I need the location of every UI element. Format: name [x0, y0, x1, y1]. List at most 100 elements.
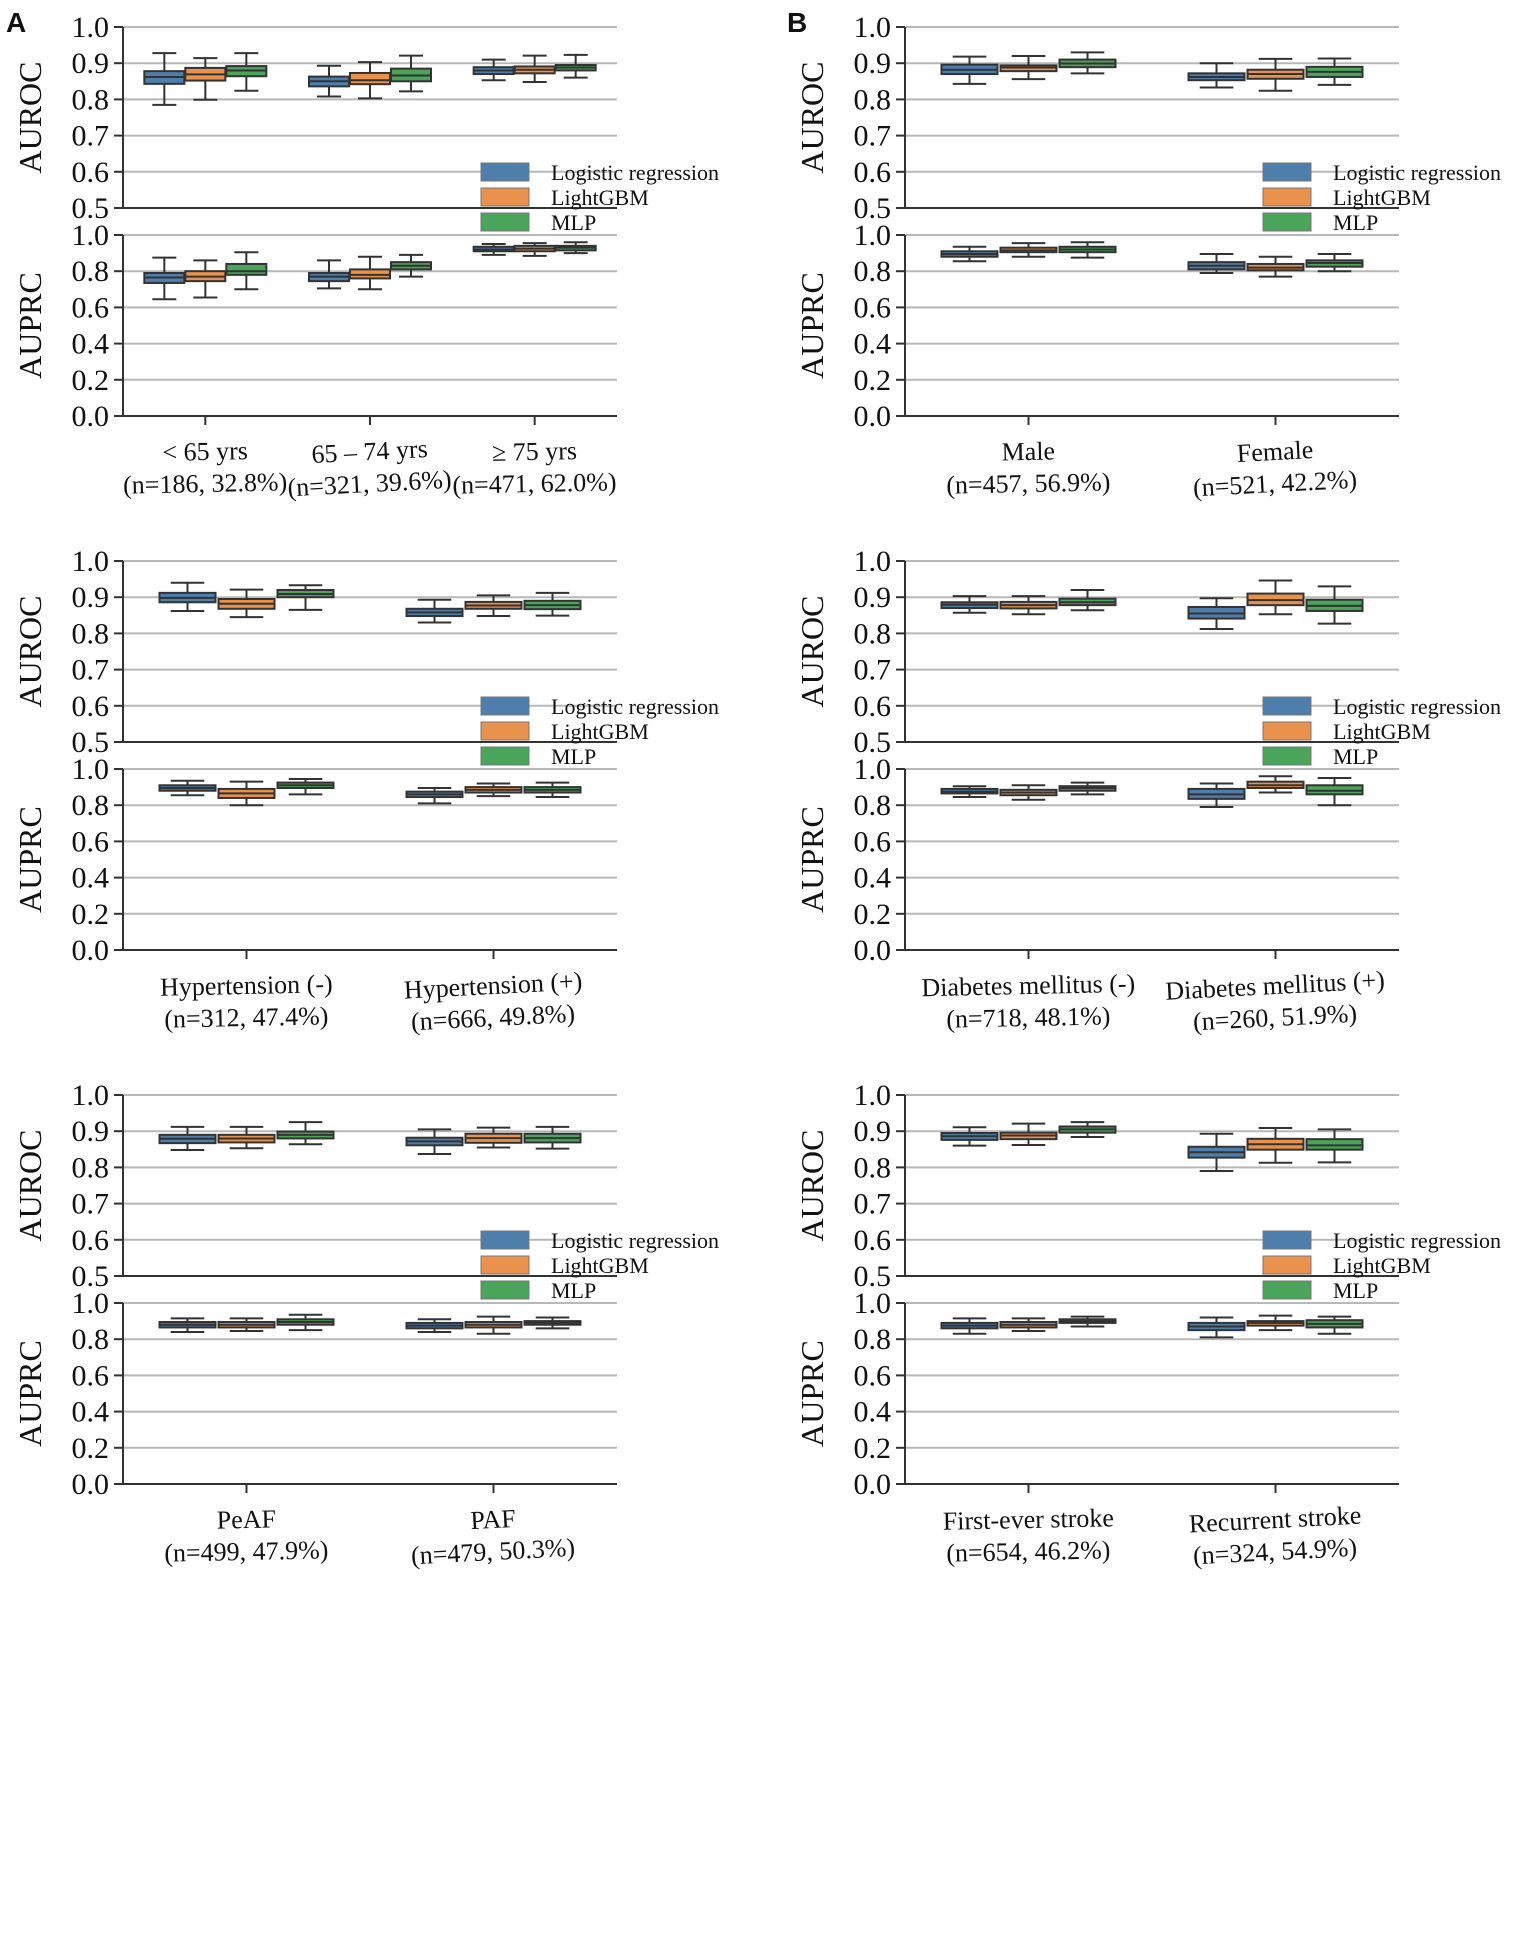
auprc-box-lightgbm [1246, 775, 1305, 794]
auprc-tick-label: 1.0 [854, 1287, 892, 1320]
auroc-ylabel: AUROC [12, 595, 48, 707]
auprc-box-lightgbm [513, 242, 556, 257]
auroc-box-logistic-regression [1187, 597, 1246, 631]
auprc-box-lightgbm [1246, 1314, 1305, 1332]
legend-swatch [480, 1280, 530, 1300]
auroc-box-lightgbm [513, 54, 556, 84]
auprc-box-mlp [523, 1316, 582, 1330]
auprc-tick-label: 0.6 [72, 291, 110, 324]
auroc-box-logistic-regression [405, 1128, 464, 1156]
auprc-ylabel: AUPRC [794, 1340, 830, 1447]
auprc-tick-label: 0.4 [72, 1396, 110, 1429]
legend-swatch [1262, 1255, 1312, 1275]
auprc-tick-label: 1.0 [72, 753, 110, 786]
auroc-ylabel: AUROC [794, 595, 830, 707]
auprc-tick-label: 0.8 [854, 789, 892, 822]
panel-label-a: A [6, 7, 26, 38]
auprc-box-logistic-regression [158, 779, 217, 797]
auroc-box-logistic-regression [158, 1125, 217, 1152]
category-count: (n=521, 42.2%) [1192, 465, 1357, 503]
legend-label: Logistic regression [551, 694, 719, 719]
auroc-box-mlp [523, 591, 582, 617]
auprc-tick-label: 0.2 [72, 364, 110, 397]
auprc-box-mlp [1058, 1315, 1117, 1328]
auprc-box-mlp [1305, 253, 1364, 273]
legend-swatch [480, 721, 530, 741]
auprc-ylabel: AUPRC [794, 272, 830, 379]
category-count: (n=324, 54.9%) [1192, 1533, 1357, 1571]
auroc-box-lightgbm [217, 1125, 276, 1150]
auroc-box-logistic-regression [143, 52, 186, 106]
legend-label: LightGBM [1333, 185, 1431, 210]
auroc-box-logistic-regression [940, 595, 999, 614]
auprc-tick-label: 0.8 [72, 255, 110, 288]
category-count: (n=260, 51.9%) [1192, 999, 1357, 1037]
auprc-tick-label: 0.4 [72, 862, 110, 895]
category-label: Hypertension (-) [160, 969, 333, 1002]
auprc-tick-label: 1.0 [72, 219, 110, 252]
auprc-tick-label: 0.6 [854, 825, 892, 858]
auroc-box-mlp [1058, 51, 1117, 75]
auprc-box-mlp [1305, 1315, 1364, 1335]
legend-label: LightGBM [1333, 1253, 1431, 1278]
legend-label: Logistic regression [1333, 1228, 1501, 1253]
auroc-box-mlp [1305, 585, 1364, 625]
legend-swatch [1262, 212, 1312, 232]
legend-swatch [480, 746, 530, 766]
auprc-box-lightgbm [217, 1317, 276, 1333]
auroc-tick-label: 0.9 [72, 47, 110, 80]
auroc-ylabel: AUROC [12, 61, 48, 173]
auprc-box-logistic-regression [158, 1317, 217, 1333]
auprc-ylabel: AUPRC [12, 1340, 48, 1447]
auroc-tick-label: 1.0 [854, 545, 892, 578]
auroc-box-logistic-regression [405, 598, 464, 624]
auprc-box-lightgbm [349, 255, 391, 291]
auroc-box-lightgbm [1246, 1126, 1305, 1164]
box-iqr [225, 262, 268, 276]
auprc-tick-label: 0.0 [72, 400, 110, 433]
auprc-box-logistic-regression [308, 259, 350, 290]
auprc-box-lightgbm [999, 784, 1058, 801]
auroc-tick-label: 0.9 [854, 581, 892, 614]
panel-label-b: B [787, 7, 807, 38]
auroc-box-logistic-regression [1187, 62, 1246, 89]
auprc-tick-label: 1.0 [72, 1287, 110, 1320]
auprc-box-mlp [523, 781, 582, 799]
category-count: (n=718, 48.1%) [946, 1001, 1111, 1033]
legend-label: LightGBM [551, 185, 649, 210]
legend-swatch [1262, 696, 1312, 716]
auprc-tick-label: 0.2 [854, 898, 892, 931]
auprc-box-mlp [1305, 777, 1364, 807]
auprc-box-lightgbm [999, 242, 1058, 258]
auprc-tick-label: 0.0 [854, 400, 892, 433]
auprc-box-mlp [390, 253, 432, 278]
category-label: Recurrent stroke [1188, 1501, 1362, 1539]
auprc-tick-label: 0.0 [854, 1468, 892, 1501]
auprc-tick-label: 0.4 [72, 328, 110, 361]
auroc-box-lightgbm [1246, 57, 1305, 92]
auroc-tick-label: 0.7 [72, 120, 110, 153]
auprc-box-mlp [1058, 241, 1117, 259]
auroc-box-mlp [1305, 1128, 1364, 1164]
auprc-box-mlp [276, 1313, 335, 1332]
auprc-box-lightgbm [464, 1315, 523, 1335]
auroc-box-lightgbm [1246, 579, 1305, 616]
auroc-tick-label: 0.7 [72, 654, 110, 687]
legend-label: LightGBM [551, 1253, 649, 1278]
auroc-box-lightgbm [217, 588, 276, 619]
auprc-box-logistic-regression [940, 1317, 999, 1335]
auprc-tick-label: 0.6 [72, 825, 110, 858]
auroc-tick-label: 0.5 [72, 1260, 110, 1293]
legend-label: MLP [1333, 210, 1378, 235]
auroc-tick-label: 0.8 [854, 83, 892, 116]
auprc-tick-label: 0.8 [72, 1323, 110, 1356]
auroc-box-logistic-regression [308, 64, 350, 98]
auprc-tick-label: 0.8 [72, 789, 110, 822]
auprc-tick-label: 0.0 [72, 1468, 110, 1501]
auprc-tick-label: 0.0 [72, 934, 110, 967]
legend-label: Logistic regression [551, 1228, 719, 1253]
category-label: PAF [470, 1504, 517, 1535]
